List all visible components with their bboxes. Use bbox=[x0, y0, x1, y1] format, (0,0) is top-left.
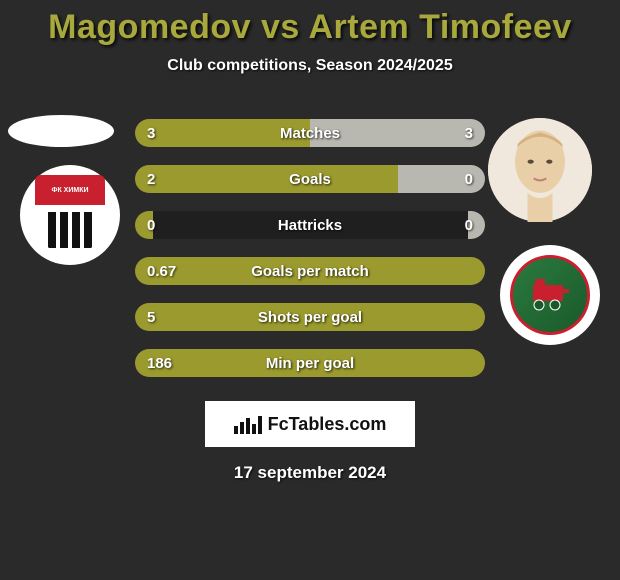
left-club-badge-text: ФК ХИМКИ bbox=[35, 175, 105, 205]
stat-right-value: 0 bbox=[465, 171, 473, 188]
subtitle: Club competitions, Season 2024/2025 bbox=[0, 57, 620, 75]
stat-label: Hattricks bbox=[278, 217, 342, 234]
stat-label: Min per goal bbox=[266, 355, 354, 372]
stat-right-value: 3 bbox=[465, 125, 473, 142]
date-line: 17 september 2024 bbox=[0, 463, 620, 483]
stat-left-value: 0 bbox=[147, 217, 155, 234]
stat-row: 2 0 Goals bbox=[135, 165, 485, 193]
stat-label: Goals bbox=[289, 171, 331, 188]
stats-area: ФК ХИМКИ bbox=[0, 105, 620, 377]
stat-right-value: 0 bbox=[465, 217, 473, 234]
stat-row: 3 3 Matches bbox=[135, 119, 485, 147]
page-title: Magomedov vs Artem Timofeev bbox=[0, 8, 620, 47]
bar-left-fill bbox=[135, 165, 398, 193]
stat-label: Matches bbox=[280, 125, 340, 142]
stat-row: 0.67 Goals per match bbox=[135, 257, 485, 285]
stat-left-value: 2 bbox=[147, 171, 155, 188]
stat-left-value: 5 bbox=[147, 309, 155, 326]
comparison-card: Magomedov vs Artem Timofeev Club competi… bbox=[0, 0, 620, 483]
locomotive-icon bbox=[525, 270, 575, 320]
left-club-badge: ФК ХИМКИ bbox=[20, 165, 120, 265]
stat-bars: 3 3 Matches 2 0 Goals 0 0 Hattricks 0.67 Goals per… bbox=[135, 105, 485, 377]
stat-label: Shots per goal bbox=[258, 309, 362, 326]
stat-left-value: 0.67 bbox=[147, 263, 176, 280]
stat-row: 186 Min per goal bbox=[135, 349, 485, 377]
right-club-badge bbox=[500, 245, 600, 345]
stat-left-value: 3 bbox=[147, 125, 155, 142]
left-player-avatar bbox=[8, 115, 114, 147]
brand-text: FcTables.com bbox=[268, 414, 387, 435]
stat-row: 5 Shots per goal bbox=[135, 303, 485, 331]
stat-left-value: 186 bbox=[147, 355, 172, 372]
right-player-avatar bbox=[488, 118, 592, 222]
bars-icon bbox=[234, 414, 262, 434]
brand-box: FcTables.com bbox=[205, 401, 415, 447]
stat-label: Goals per match bbox=[251, 263, 369, 280]
stat-row: 0 0 Hattricks bbox=[135, 211, 485, 239]
face-icon bbox=[488, 118, 592, 222]
